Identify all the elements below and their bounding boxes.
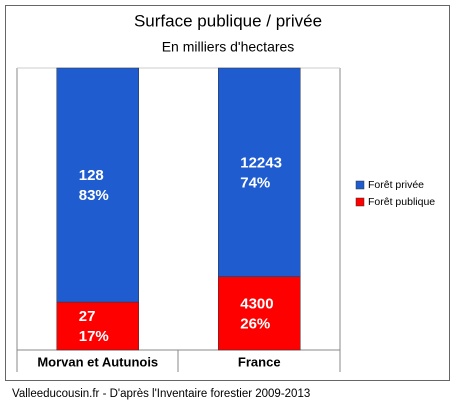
legend-label: Forêt publique: [368, 196, 435, 208]
value-label: 26%: [240, 315, 270, 332]
count-label: 4300: [240, 295, 273, 312]
legend-label: Forêt privée: [368, 179, 424, 191]
bar-segment: [218, 67, 301, 277]
value-label: 17%: [79, 328, 109, 345]
legend-swatch: [355, 180, 365, 190]
x-tick-label: France: [238, 354, 281, 369]
count-label: 128: [79, 167, 104, 184]
x-tick-label: Morvan et Autunois: [37, 354, 158, 369]
legend-swatch: [355, 197, 365, 207]
bar-segment: [56, 67, 139, 303]
count-label: 12243: [240, 154, 282, 171]
chart-subtitle: En milliers d'hectares: [162, 39, 295, 55]
count-label: 27: [79, 308, 96, 325]
value-label: 74%: [240, 174, 270, 191]
bar-segment: [218, 276, 301, 351]
chart-title: Surface publique / privée: [134, 11, 322, 30]
source-note: Valleeducousin.fr - D'après l'Inventaire…: [12, 388, 310, 400]
chart-frame: [5, 5, 450, 381]
value-label: 83%: [79, 187, 109, 204]
